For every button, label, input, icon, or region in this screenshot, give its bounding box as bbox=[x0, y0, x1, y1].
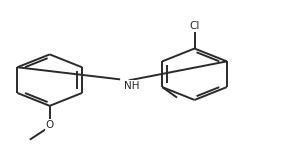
Text: O: O bbox=[45, 120, 54, 130]
Text: Cl: Cl bbox=[189, 21, 200, 31]
Text: NH: NH bbox=[124, 81, 139, 91]
